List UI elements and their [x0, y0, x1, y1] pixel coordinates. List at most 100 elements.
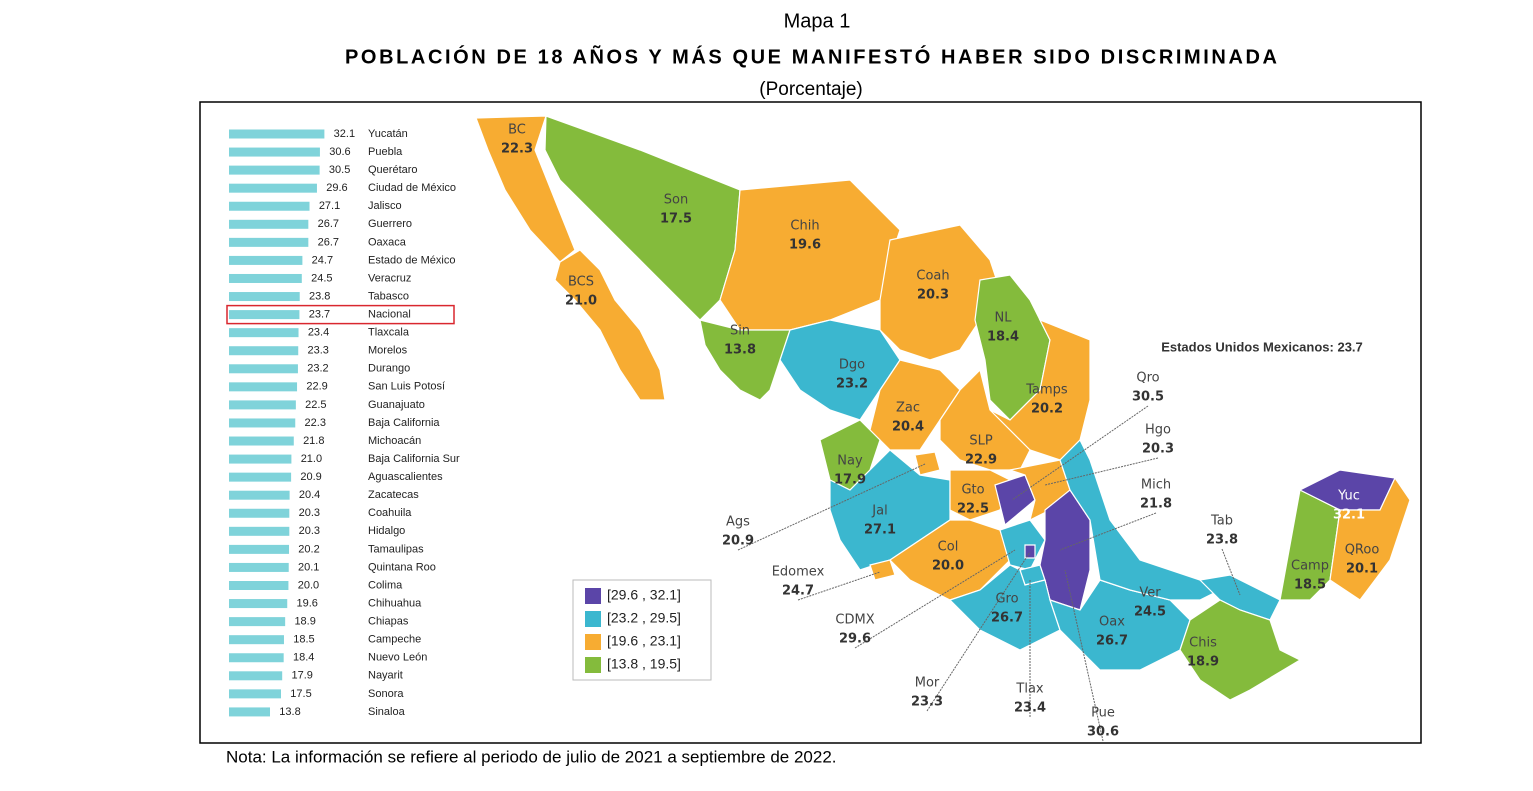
state-abbr: SLP	[969, 434, 992, 449]
bar	[229, 562, 289, 572]
category-label: Sonora	[368, 688, 404, 700]
leader-line	[1064, 569, 1104, 742]
state-value: 18.5	[1294, 578, 1326, 593]
state-abbr: Oax	[1099, 615, 1125, 630]
subtitle: (Porcentaje)	[759, 79, 863, 100]
category-label: Puebla	[368, 146, 403, 158]
state-value: 20.2	[1031, 402, 1063, 417]
state-abbr: BCS	[568, 275, 594, 290]
value-label: 32.1	[334, 128, 355, 140]
state	[949, 469, 1011, 521]
category-label: Aguascalientes	[368, 471, 443, 483]
value-label: 23.2	[307, 363, 328, 375]
category-label: Nayarit	[368, 670, 403, 682]
category-label: Tlaxcala	[368, 327, 410, 339]
state-abbr: QRoo	[1345, 543, 1380, 558]
bar	[229, 617, 286, 627]
legend-label: [19.6 , 23.1]	[607, 633, 681, 649]
bar	[229, 454, 292, 464]
bar	[229, 472, 292, 482]
bar	[229, 255, 303, 265]
value-label: 23.4	[308, 327, 329, 339]
category-label: Guanajuato	[368, 399, 425, 411]
value-label: 20.3	[299, 525, 320, 537]
state-abbr: Ver	[1139, 586, 1161, 601]
value-label: 17.5	[290, 688, 311, 700]
category-label: San Luis Potosí	[368, 381, 445, 393]
highlight-box	[226, 304, 455, 325]
state-abbr: Col	[938, 540, 959, 555]
value-label: 17.9	[291, 670, 312, 682]
category-label: Zacatecas	[368, 489, 419, 501]
bar	[229, 346, 299, 356]
bar	[229, 292, 300, 302]
bar	[229, 436, 294, 446]
value-label: 20.4	[299, 489, 320, 501]
bar	[229, 689, 281, 699]
state-value: 24.7	[782, 584, 814, 599]
state-abbr: Coah	[916, 269, 949, 284]
state	[1059, 438, 1222, 601]
bar	[229, 219, 309, 229]
legend-swatch	[585, 634, 601, 650]
bar	[229, 382, 298, 392]
state-abbr: Nay	[837, 454, 863, 469]
state-abbr: Dgo	[839, 358, 865, 373]
bar	[229, 364, 298, 374]
category-label: Coahuila	[368, 507, 412, 519]
state-value: 30.6	[1087, 725, 1119, 740]
state	[869, 559, 896, 581]
leader-line	[1059, 512, 1157, 551]
value-label: 18.9	[294, 616, 315, 628]
state-value: 20.3	[917, 288, 949, 303]
state-value: 20.9	[722, 534, 754, 549]
legend-label: [29.6 , 32.1]	[607, 587, 681, 603]
bar	[229, 310, 300, 320]
state-abbr: Pue	[1091, 706, 1115, 721]
state-value: 26.7	[991, 611, 1023, 626]
state-abbr: Tamps	[1025, 383, 1068, 398]
state-abbr: Gro	[995, 592, 1018, 607]
state-abbr: Zac	[896, 401, 920, 416]
value-label: 18.5	[293, 634, 314, 646]
category-label: Colima	[368, 579, 403, 591]
leader-line	[926, 551, 1031, 712]
category-label: Baja California	[368, 417, 440, 429]
value-label: 23.8	[309, 290, 330, 302]
category-label: Morelos	[368, 345, 408, 357]
state-value: 26.7	[1096, 634, 1128, 649]
value-label: 21.8	[303, 435, 324, 447]
state	[879, 224, 1001, 361]
category-label: Sinaloa	[368, 706, 406, 718]
value-label: 24.5	[311, 272, 332, 284]
category-label: Campeche	[368, 634, 421, 646]
leader-line	[1221, 548, 1241, 596]
category-label: Hidalgo	[368, 525, 405, 537]
state-value: 24.5	[1134, 605, 1166, 620]
state-value: 19.6	[789, 238, 821, 253]
legend-label: [13.8 , 19.5]	[607, 656, 681, 672]
leader-line	[854, 549, 1016, 649]
state	[699, 319, 791, 401]
value-label: 13.8	[279, 706, 300, 718]
bar	[229, 418, 296, 428]
state	[554, 249, 666, 401]
bar	[229, 147, 320, 157]
category-label: Nacional	[368, 309, 411, 321]
state-abbr: Son	[664, 193, 688, 208]
bar	[229, 544, 290, 554]
state-abbr: BC	[508, 123, 526, 138]
state-abbr: Ags	[726, 515, 750, 530]
state-value: 23.4	[1014, 701, 1046, 716]
value-label: 22.9	[306, 381, 327, 393]
frame	[199, 101, 1422, 744]
state	[779, 319, 901, 421]
value-label: 24.7	[312, 254, 333, 266]
bar	[229, 707, 271, 717]
category-label: Tamaulipas	[368, 543, 424, 555]
state-value: 17.9	[834, 473, 866, 488]
state-value: 27.1	[864, 523, 896, 538]
state-value: 18.4	[987, 330, 1019, 345]
state	[475, 115, 576, 263]
state-value: 30.5	[1132, 390, 1164, 405]
